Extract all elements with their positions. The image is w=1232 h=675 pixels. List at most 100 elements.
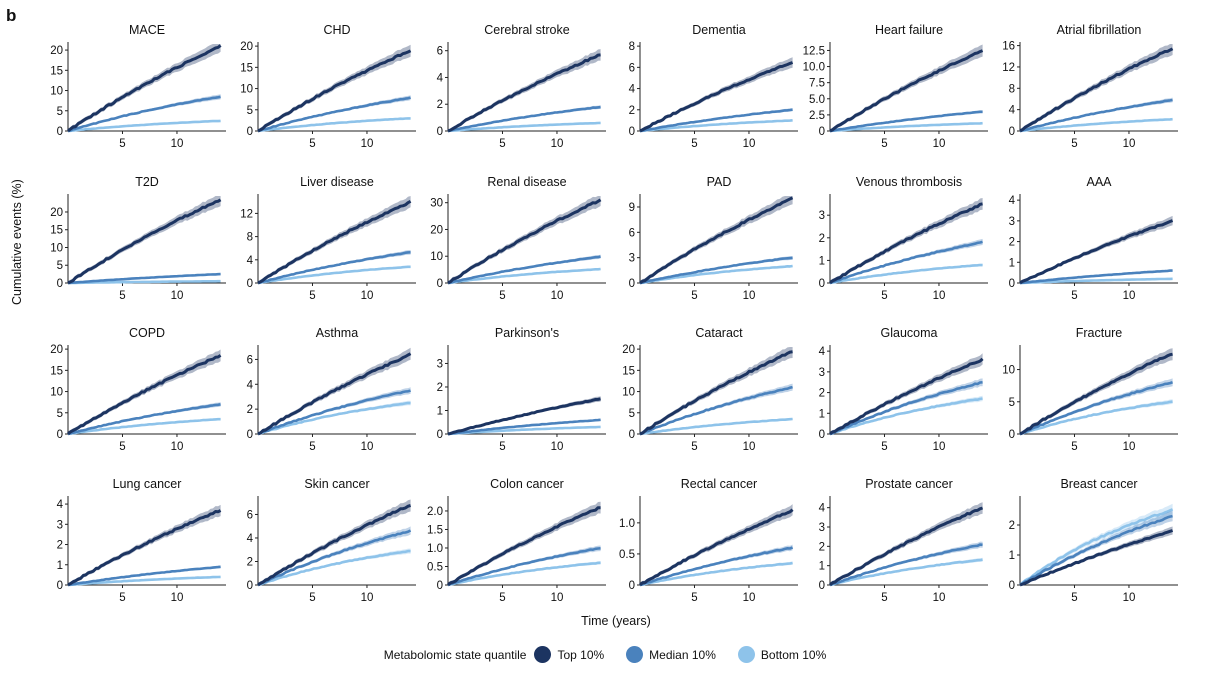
legend-swatch-top [534,646,552,663]
x-tick-label: 5 [499,290,505,302]
x-tick-label: 5 [119,290,125,302]
series-line-bottom-10 [257,549,411,587]
y-tick-label: 0 [819,126,825,138]
y-tick-label: 4 [247,255,254,267]
y-tick-label: 6 [629,227,635,239]
series-line-median-10 [67,565,221,587]
series-line-top-10 [447,506,601,587]
series-line-top-10 [1019,529,1174,587]
series-line-top-10 [257,199,412,285]
y-tick-label: 12.5 [803,45,825,57]
y-tick-label: 0 [57,126,63,138]
panel-skin-cancer: Skin cancer 0 2 4 6 5 10 [247,477,416,604]
y-tick-label: 0 [437,126,443,138]
y-tick-label: 10 [50,387,63,399]
x-tick-label: 5 [119,138,125,150]
series-line-median-10 [1019,269,1173,285]
series-line-median-10 [639,108,793,133]
y-tick-label: 0 [629,278,635,290]
y-tick-label: 10 [240,84,253,96]
series-line-bottom-10 [639,264,793,285]
series-line-top-10 [639,508,794,587]
y-tick-label: 1 [819,255,825,267]
panel-title: AAA [1086,175,1112,189]
series-line-top-10 [257,352,412,436]
y-tick-label: 0 [1009,126,1015,138]
series-line-median-10 [67,403,221,436]
y-tick-label: 0 [247,126,253,138]
legend-item-bottom: Bottom 10% [737,646,826,663]
y-tick-label: 0 [57,580,63,592]
legend-swatch-median [626,646,644,663]
y-tick-label: 7.5 [809,78,825,90]
y-tick-label: 0 [629,580,635,592]
series-line-top-10 [67,44,222,133]
x-tick-label: 10 [933,592,946,604]
y-tick-label: 6 [437,46,443,58]
y-tick-label: 4 [437,72,444,84]
panel-prostate-cancer: Prostate cancer 0 1 2 3 4 5 10 [819,477,988,604]
series-line-bottom-10 [1019,400,1173,436]
x-tick-label: 5 [1071,592,1077,604]
x-tick-label: 5 [691,592,697,604]
x-tick-label: 10 [1123,138,1136,150]
series-line-bottom-10 [68,279,221,285]
legend-title: Metabolomic state quantile [383,647,527,662]
series-line-median-10 [829,543,983,587]
x-tick-label: 10 [743,290,756,302]
series-line-top-10 [829,49,984,133]
panel-title: Asthma [316,326,358,340]
panel-title: COPD [129,326,165,340]
x-tick-label: 5 [691,290,697,302]
y-tick-label: 15 [50,365,63,377]
x-tick-label: 5 [691,441,697,453]
x-tick-label: 5 [309,441,315,453]
y-tick-label: 10 [50,86,63,98]
panel-cerebral-stroke: Cerebral stroke 0 2 4 6 5 10 [437,23,606,150]
series-line-bottom-10 [447,121,601,133]
panel-glaucoma: Glaucoma 0 1 2 3 4 5 10 [819,326,988,453]
panel-title: Parkinson's [495,326,559,340]
y-tick-label: 10 [622,387,635,399]
y-tick-label: 4 [819,346,826,358]
panel-aaa: AAA 0 1 2 3 4 5 10 [1009,175,1178,302]
y-tick-label: 2.0 [427,506,443,518]
y-tick-label: 0 [247,429,253,441]
y-tick-label: 10 [1002,365,1015,377]
y-tick-label: 0 [437,580,443,592]
x-tick-label: 5 [881,138,887,150]
series-line-bottom-10 [447,425,601,436]
panel-colon-cancer: Colon cancer 0 0.5 1.0 1.5 2.0 5 10 [427,477,606,604]
y-tick-label: 6 [247,354,253,366]
y-tick-label: 5 [57,408,63,420]
legend: Metabolomic state quantile Top 10% Media… [0,646,1232,663]
series-line-bottom-10 [1019,508,1174,586]
y-tick-label: 3 [819,522,825,534]
x-tick-label: 10 [743,441,756,453]
panel-parkinson-s: Parkinson's 0 1 2 3 5 10 [437,326,606,453]
panel-title: T2D [135,175,159,189]
y-tick-label: 12 [240,208,253,220]
y-tick-label: 0 [629,126,635,138]
panel-title: Liver disease [300,175,374,189]
y-tick-label: 2 [819,541,825,553]
series-line-top-10 [1019,352,1173,436]
y-tick-label: 1 [437,405,443,417]
x-tick-label: 10 [1123,290,1136,302]
panel-fracture: Fracture 0 5 10 5 10 [1002,326,1178,453]
x-tick-label: 10 [1123,441,1136,453]
y-tick-label: 15 [50,65,63,77]
series-line-bottom-10 [829,397,983,436]
series-line-top-10 [1019,219,1174,285]
x-tick-label: 5 [119,441,125,453]
y-tick-label: 20 [50,207,63,219]
panel-title: Renal disease [487,175,566,189]
series-line-bottom-10 [829,263,983,285]
y-tick-label: 1 [819,408,825,420]
x-tick-label: 5 [499,441,505,453]
x-axis-label: Time (years) [581,614,651,628]
panel-rectal-cancer: Rectal cancer 0 0.5 1.0 5 10 [619,477,798,604]
y-tick-label: 4 [629,84,636,96]
series-line-top-10 [447,397,601,436]
y-tick-label: 3 [819,210,825,222]
